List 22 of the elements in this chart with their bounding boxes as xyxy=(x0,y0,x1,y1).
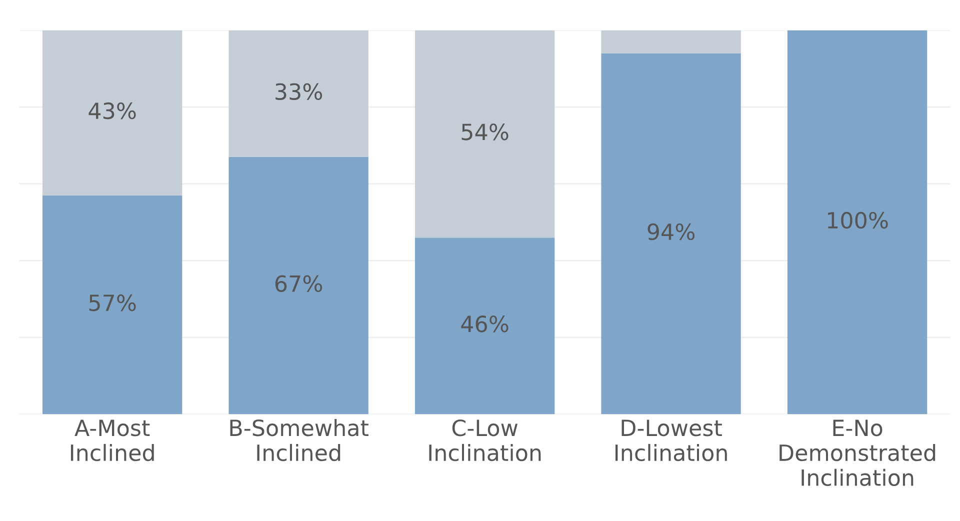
data-label: 46% xyxy=(461,316,508,332)
bar xyxy=(601,30,741,54)
data-label: 100% xyxy=(828,212,888,229)
data-label: 33% xyxy=(276,83,322,100)
bar xyxy=(414,30,555,238)
bar xyxy=(414,238,555,414)
x-tick-label: C-Low Inclination xyxy=(429,419,541,462)
data-label: 57% xyxy=(89,294,136,312)
bar xyxy=(228,156,368,414)
x-tick-label: E-No Demonstrated Inclination xyxy=(780,420,936,486)
x-tick-label: D-Lowest Inclination xyxy=(615,420,727,462)
x-tick-label: B-Somewhat Inclined xyxy=(230,419,368,462)
bar xyxy=(787,30,928,414)
bar xyxy=(228,30,368,157)
data-label: 94% xyxy=(648,223,695,240)
data-label: 67% xyxy=(275,275,322,292)
data-label: 54% xyxy=(462,124,508,140)
bar xyxy=(42,30,182,196)
x-tick-label: A-Most Inclined xyxy=(70,420,154,462)
bar xyxy=(601,53,741,414)
data-label: 43% xyxy=(88,102,136,120)
bar xyxy=(42,195,182,414)
